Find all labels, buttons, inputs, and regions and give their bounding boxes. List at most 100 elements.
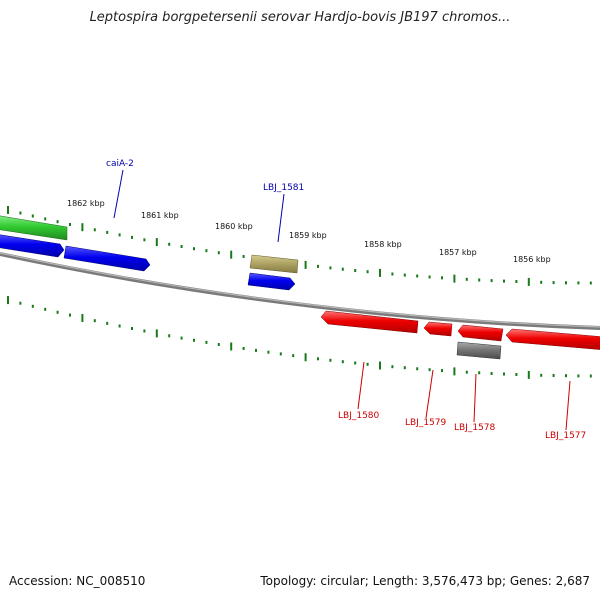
genome-backbone-highlight — [0, 252, 600, 328]
lower-ruler-minor-tick — [503, 372, 505, 376]
lower-ruler-minor-tick — [56, 310, 59, 314]
lower-ruler-minor-tick — [354, 361, 357, 365]
leader-line-lbj1580 — [357, 361, 365, 410]
lower-ruler-minor-tick — [416, 367, 419, 371]
upper-ruler-minor-tick — [366, 270, 369, 274]
lower-ruler-minor-tick — [205, 340, 208, 344]
upper-ruler-minor-tick — [106, 230, 109, 234]
upper-ruler-minor-tick — [329, 266, 332, 270]
lower-ruler-minor-tick — [589, 374, 592, 378]
lower-ruler — [7, 296, 592, 379]
lower-ruler-minor-tick — [180, 336, 183, 340]
lower-ruler-minor-tick — [193, 338, 195, 342]
gene-lbj1577[interactable] — [505, 328, 600, 350]
upper-ruler-minor-tick — [131, 235, 133, 239]
upper-ruler-major-tick — [304, 260, 307, 269]
upper-ruler-minor-tick — [589, 281, 592, 285]
upper-ruler-minor-tick — [577, 281, 580, 285]
lower-ruler-minor-tick — [131, 327, 133, 330]
lower-ruler-minor-tick — [441, 369, 443, 373]
gene-label-lbj1577[interactable]: LBJ_1577 — [545, 431, 586, 441]
upper-ruler-minor-tick — [391, 272, 394, 276]
lower-ruler-minor-tick — [391, 365, 394, 369]
gene-blue-cai[interactable] — [63, 245, 151, 272]
gene-label-lbj1578[interactable]: LBJ_1578 — [454, 423, 496, 433]
upper-ruler-minor-tick — [217, 251, 220, 255]
upper-ruler-minor-tick — [354, 269, 357, 272]
lower-ruler-minor-tick — [93, 319, 96, 323]
upper-ruler-major-tick — [230, 250, 233, 259]
upper-ruler-minor-tick — [56, 220, 59, 224]
leader-line-lbj1578 — [473, 373, 477, 423]
lower-ruler-minor-tick — [118, 324, 121, 328]
lower-ruler-minor-tick — [577, 374, 580, 378]
lower-ruler-minor-tick — [242, 347, 245, 350]
lower-ruler-minor-tick — [403, 366, 406, 370]
upper-ruler-major-tick — [453, 274, 456, 283]
upper-ruler-minor-tick — [143, 238, 146, 242]
upper-ruler-minor-tick — [317, 264, 319, 268]
kbp-label-1861: 1861 kbp — [141, 211, 179, 220]
upper-ruler-major-tick — [7, 206, 9, 214]
leader-line-caiA-2 — [113, 169, 124, 219]
map-title: Leptospira borgpetersenii serovar Hardjo… — [89, 10, 511, 25]
gene-lbj1579[interactable] — [423, 321, 453, 337]
upper-ruler-minor-tick — [205, 249, 208, 253]
upper-ruler-minor-tick — [44, 217, 47, 221]
upper-ruler-major-tick — [527, 277, 530, 286]
lower-ruler-minor-tick — [279, 352, 282, 356]
lower-ruler-minor-tick — [106, 321, 109, 325]
lower-ruler-minor-tick — [490, 372, 493, 375]
lower-ruler-minor-tick — [329, 358, 332, 362]
upper-ruler-minor-tick — [503, 279, 505, 283]
lower-ruler-minor-tick — [366, 362, 369, 366]
upper-ruler-minor-tick — [341, 267, 344, 271]
upper-ruler-minor-tick — [118, 233, 121, 237]
gene-blue-small[interactable] — [247, 272, 296, 291]
gene-lbj1578-a[interactable] — [457, 324, 504, 342]
leader-line-lbj1577 — [565, 380, 571, 431]
gene-label-lbj1581[interactable]: LBJ_1581 — [263, 183, 304, 193]
upper-ruler-minor-tick — [31, 214, 34, 218]
upper-ruler-minor-tick — [441, 276, 443, 280]
upper-ruler-major-tick — [379, 268, 381, 277]
lower-ruler-minor-tick — [143, 329, 146, 333]
lower-ruler-minor-tick — [565, 374, 567, 378]
gene-label-lbj1579[interactable]: LBJ_1579 — [405, 418, 447, 428]
upper-ruler-minor-tick — [428, 275, 431, 279]
kbp-label-1862: 1862 kbp — [67, 199, 105, 208]
upper-ruler-minor-tick — [465, 277, 468, 281]
upper-ruler-major-tick — [155, 238, 158, 247]
kbp-label-1857: 1857 kbp — [439, 248, 477, 257]
gene-blue-left[interactable] — [0, 234, 65, 258]
lower-ruler-minor-tick — [19, 301, 22, 305]
kbp-label-1856: 1856 kbp — [513, 255, 551, 264]
lower-ruler-minor-tick — [44, 307, 47, 311]
genome-backbone — [0, 252, 600, 330]
gene-label-lbj1580[interactable]: LBJ_1580 — [338, 411, 380, 421]
lower-ruler-major-tick — [230, 342, 233, 351]
lower-ruler-major-tick — [379, 361, 381, 370]
lower-ruler-major-tick — [7, 296, 9, 305]
lower-ruler-major-tick — [155, 329, 158, 338]
leader-line-lbj1581 — [277, 193, 285, 243]
gene-lbj1580[interactable] — [320, 310, 419, 334]
lower-ruler-minor-tick — [478, 371, 481, 375]
lower-ruler-minor-tick — [255, 348, 257, 352]
upper-ruler-minor-tick — [552, 281, 555, 285]
kbp-label-1860: 1860 kbp — [215, 222, 253, 231]
lower-ruler-minor-tick — [31, 304, 34, 308]
upper-ruler-minor-tick — [193, 247, 195, 251]
lower-ruler-major-tick — [453, 367, 456, 376]
lower-ruler-minor-tick — [292, 354, 295, 358]
gene-lbj1581[interactable] — [249, 254, 299, 274]
gene-label-caiA-2[interactable]: caiA-2 — [106, 159, 134, 169]
topology-summary: Topology: circular; Length: 3,576,473 bp… — [260, 574, 590, 588]
upper-ruler-major-tick — [81, 223, 84, 232]
upper-ruler-minor-tick — [93, 228, 96, 232]
lower-ruler-minor-tick — [515, 373, 518, 376]
gene-green[interactable] — [0, 215, 68, 241]
gene-gray[interactable] — [456, 341, 502, 360]
upper-ruler-minor-tick — [19, 211, 22, 215]
